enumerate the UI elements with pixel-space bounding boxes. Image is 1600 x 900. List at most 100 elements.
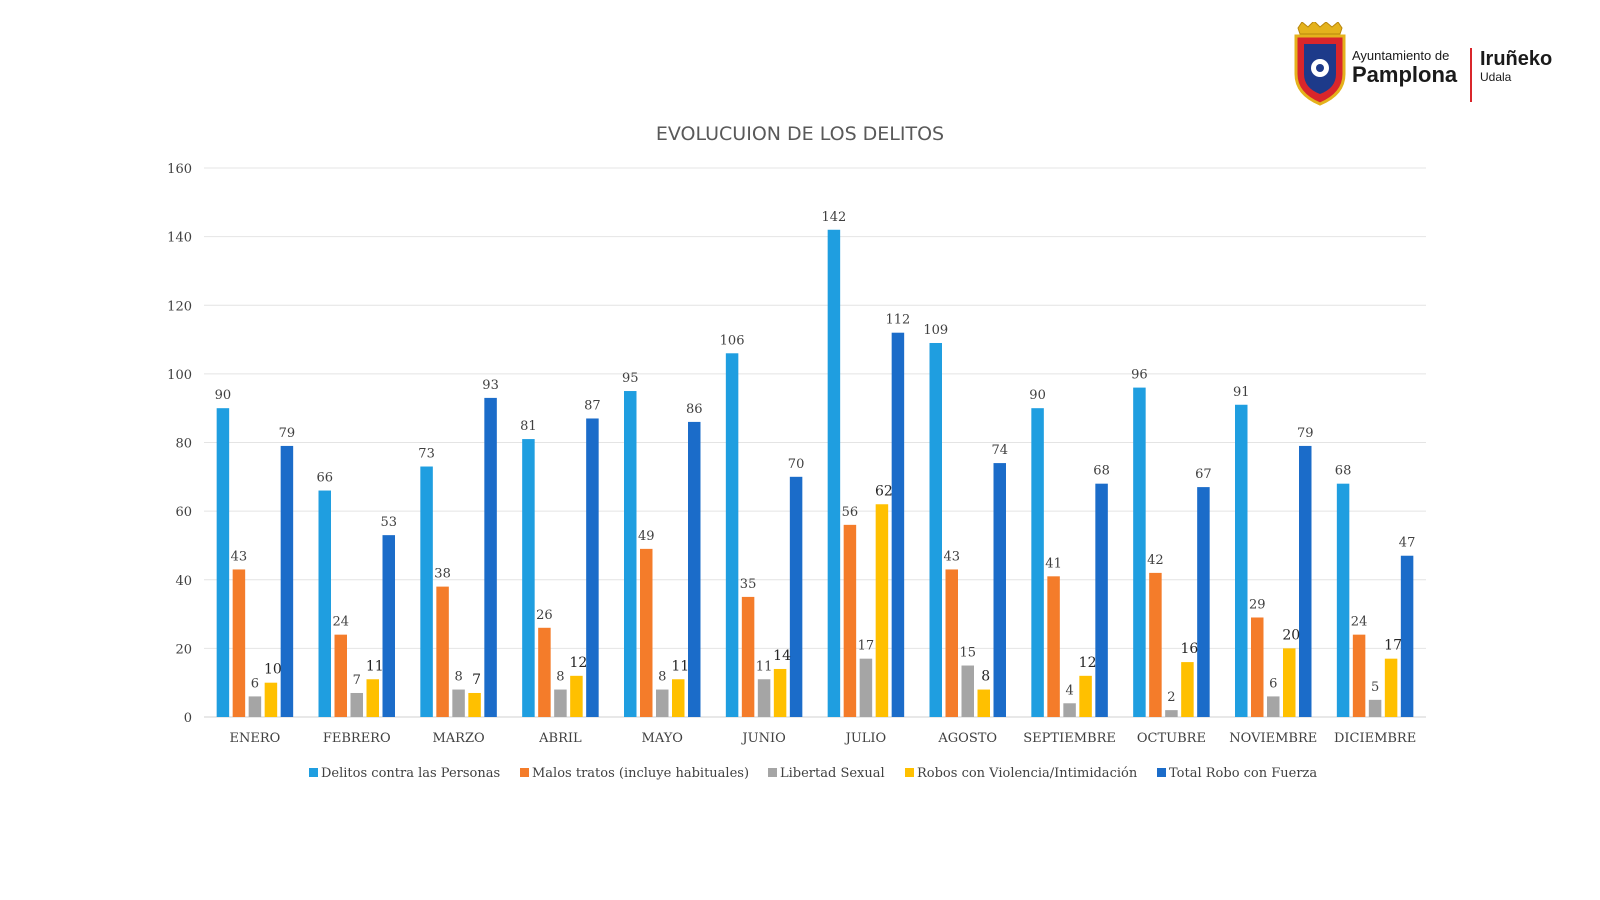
legend-label: Robos con Violencia/Intimidación (917, 766, 1138, 781)
bar (977, 689, 990, 717)
data-label: 87 (584, 398, 601, 413)
x-tick-label: SEPTIEMBRE (1023, 731, 1116, 746)
data-label: 20 (1282, 627, 1300, 643)
bar (789, 476, 803, 717)
legend-swatch (905, 768, 914, 777)
data-label: 29 (1249, 597, 1266, 612)
ayuntamiento-pamplona-logo: Ayuntamiento de Pamplona Iruñeko Udala (1294, 22, 1552, 106)
bar (1095, 483, 1108, 717)
x-tick-label: FEBRERO (323, 731, 391, 746)
bar (1181, 662, 1194, 717)
legend-label: Total Robo con Fuerza (1169, 766, 1317, 781)
data-label: 112 (886, 313, 911, 328)
data-label: 67 (1195, 467, 1212, 482)
data-label: 142 (822, 210, 847, 225)
data-label: 79 (279, 426, 296, 441)
data-label: 24 (1351, 615, 1368, 630)
bar (741, 596, 755, 717)
legend-swatch (520, 768, 529, 777)
bar (875, 504, 889, 717)
data-label: 93 (482, 378, 499, 393)
data-label: 12 (1079, 655, 1097, 671)
bar (993, 463, 1006, 717)
legend-item: Malos tratos (incluye habituales) (520, 766, 749, 781)
legend-label: Libertad Sexual (780, 766, 885, 781)
bar (436, 586, 449, 717)
data-label: 17 (858, 639, 875, 654)
legend-item: Libertad Sexual (768, 766, 885, 781)
x-tick-label: JULIO (844, 731, 887, 746)
data-label: 49 (638, 529, 655, 544)
bar (554, 689, 567, 717)
data-label: 109 (923, 323, 948, 338)
bar (586, 418, 599, 717)
x-tick-label: ENERO (230, 731, 281, 746)
legend-label: Delitos contra las Personas (321, 766, 500, 781)
x-tick-label: MARZO (432, 731, 484, 746)
data-label: 8 (981, 669, 990, 685)
y-tick-label: 40 (175, 574, 192, 589)
legend-swatch (768, 768, 777, 777)
bar (1197, 487, 1210, 717)
bar (961, 665, 974, 717)
bar (522, 439, 535, 717)
data-label: 10 (264, 662, 282, 678)
bar (1133, 387, 1146, 717)
bar (468, 692, 481, 717)
data-label: 70 (788, 457, 805, 472)
y-tick-label: 140 (167, 231, 192, 246)
bar (1149, 572, 1162, 717)
data-label: 62 (875, 483, 893, 499)
bar (827, 229, 841, 717)
bar (725, 353, 739, 717)
bar (452, 689, 465, 717)
data-label: 26 (536, 608, 553, 623)
data-label: 11 (756, 659, 773, 674)
bar (1299, 445, 1312, 717)
legend-swatch (309, 768, 318, 777)
bar (624, 391, 637, 717)
bar (570, 675, 583, 717)
bar (538, 627, 551, 717)
bar (280, 445, 294, 717)
y-tick-label: 160 (167, 162, 192, 177)
x-axis: ENERO FEBRERO MARZO ABRIL MAYO JUNIO JULIO AGOS… (230, 731, 1417, 746)
bar (1336, 483, 1350, 717)
bars (216, 229, 1414, 717)
x-tick-label: ABRIL (538, 731, 582, 746)
bar (688, 421, 701, 717)
legend-swatch (1157, 768, 1166, 777)
bar (1267, 696, 1280, 717)
data-label: 68 (1093, 464, 1110, 479)
y-axis: 0 20 40 60 80 100 120 140 160 (167, 162, 192, 726)
data-label: 81 (520, 419, 537, 434)
bar (656, 689, 669, 717)
bar (945, 569, 958, 717)
x-tick-label: JUNIO (740, 731, 785, 746)
bar (891, 332, 905, 717)
data-label: 24 (332, 615, 349, 630)
bar (366, 679, 379, 717)
bar (859, 658, 873, 717)
x-tick-label: AGOSTO (937, 731, 997, 746)
data-label: 95 (622, 371, 639, 386)
data-label: 106 (720, 333, 745, 348)
logo-line2: Pamplona (1352, 62, 1458, 87)
data-label: 74 (991, 443, 1008, 458)
data-label: 38 (434, 567, 451, 582)
data-label: 6 (251, 676, 259, 691)
bar (843, 524, 857, 717)
data-label: 11 (671, 658, 689, 674)
bar (264, 682, 278, 717)
data-label: 90 (215, 388, 232, 403)
y-tick-label: 80 (175, 437, 192, 452)
data-label: 14 (773, 648, 791, 664)
bar (232, 569, 246, 717)
x-tick-label: MAYO (642, 731, 683, 746)
data-label: 91 (1233, 385, 1250, 400)
bar (1283, 648, 1296, 717)
bar (1400, 555, 1414, 717)
data-label: 96 (1131, 368, 1148, 383)
